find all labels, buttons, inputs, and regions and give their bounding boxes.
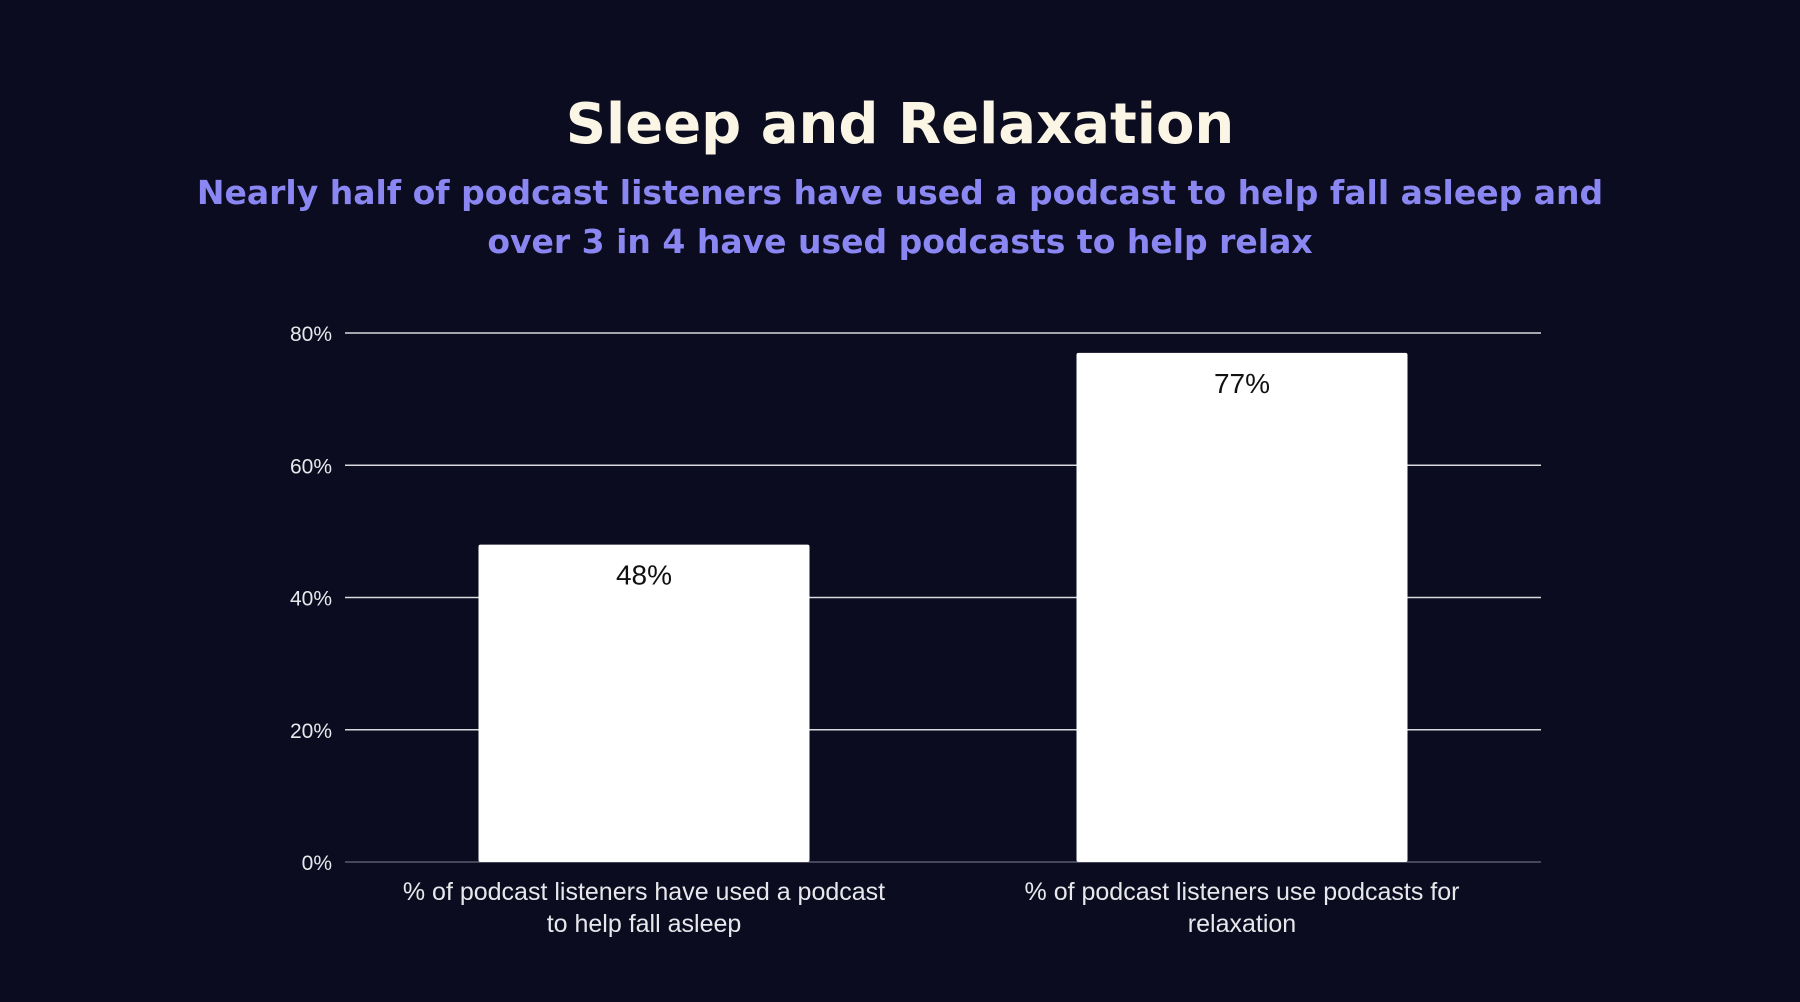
labels: 0% 20% 40% 60% 80% 48% % of podcast listeners …: [290, 323, 1460, 938]
category-label: % of podcast listeners use podcasts for: [1025, 878, 1460, 906]
y-tick-label: 40%: [290, 588, 332, 611]
chart-title: Sleep and Relaxation: [565, 92, 1235, 157]
y-tick-label: 80%: [290, 323, 332, 346]
category-label: to help fall asleep: [547, 910, 742, 938]
category-label: relaxation: [1188, 910, 1296, 938]
bar: [1076, 352, 1408, 862]
chart-subtitle: Nearly half of podcast listeners have us…: [196, 173, 1604, 261]
data-label: 48%: [616, 560, 672, 591]
data-label: 77%: [1214, 368, 1270, 399]
y-tick-label: 20%: [290, 720, 332, 743]
category-label: % of podcast listeners have used a podca…: [403, 878, 885, 906]
y-tick-label: 60%: [290, 455, 332, 478]
y-tick-label: 0%: [302, 852, 332, 875]
bar: [478, 544, 810, 862]
bars: [478, 352, 1408, 862]
